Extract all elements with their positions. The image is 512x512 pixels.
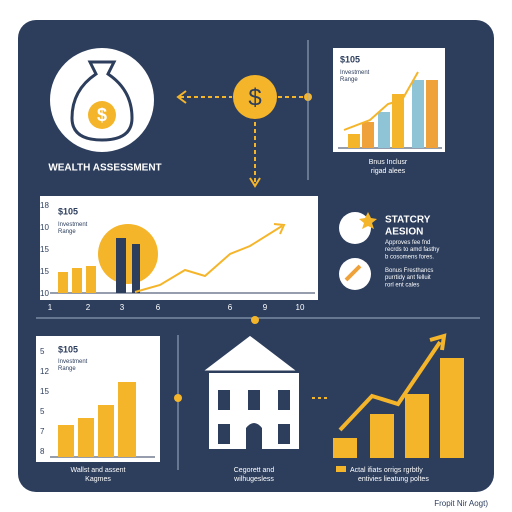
caption: Actal ifiats orrigs rgrbtly xyxy=(350,467,423,474)
legend-swatch xyxy=(336,466,346,472)
bar xyxy=(98,405,114,457)
g: 18 10 15 15 10 xyxy=(40,201,49,298)
text-line: Range xyxy=(340,77,358,83)
dollar-sign: $ xyxy=(248,84,261,111)
y-label: 7 xyxy=(40,427,45,436)
bar xyxy=(58,425,74,457)
strategy-text: Bonus Fresthancs purrtidy ant felluit rorl… xyxy=(385,268,433,288)
trend-line xyxy=(343,71,419,131)
text-line: Approves fee fnd xyxy=(385,240,430,246)
caption: Cegorett and xyxy=(234,467,275,474)
bar xyxy=(118,382,136,457)
window xyxy=(218,390,230,410)
x-label: 10 xyxy=(296,303,305,312)
y-label: 15 xyxy=(40,387,49,396)
y-label: 5 xyxy=(40,407,45,416)
trend-line xyxy=(338,340,442,432)
pen xyxy=(344,264,362,282)
text-line: Range xyxy=(58,366,76,372)
sun xyxy=(98,224,158,284)
arrow-head xyxy=(249,177,261,188)
bar xyxy=(412,80,424,148)
strategy-title: AESION xyxy=(385,227,423,238)
bar xyxy=(378,112,390,148)
caption: wilhugesless xyxy=(233,476,274,483)
arrow-head xyxy=(429,333,447,351)
x-label: 1 xyxy=(48,303,53,312)
amount: $105 xyxy=(58,206,78,216)
trend-line xyxy=(134,225,283,293)
bar xyxy=(116,238,126,293)
text-line: Investment xyxy=(58,359,88,365)
bar xyxy=(405,394,429,458)
subtitle: Investment Range xyxy=(58,222,88,235)
text-line: Investment xyxy=(58,222,88,228)
y-label: 15 xyxy=(40,267,49,276)
y-label: 18 xyxy=(40,201,49,210)
dot xyxy=(174,394,182,402)
strategy-text: Approves fee fnd recrds to amd fasthy b co… xyxy=(385,240,439,260)
y-label: 10 xyxy=(40,289,49,298)
dollar-sign: $ xyxy=(97,105,107,125)
caption: Bnus Inclusr xyxy=(369,159,408,166)
coin xyxy=(233,75,277,119)
star xyxy=(359,212,377,229)
bar xyxy=(370,414,394,458)
caption: Kagmes xyxy=(85,476,111,483)
y-label: 10 xyxy=(40,223,49,232)
y-label: 8 xyxy=(40,447,45,456)
bag-coin xyxy=(88,101,116,129)
subtitle: Investment Range xyxy=(58,359,88,372)
x-label: 2 xyxy=(86,303,91,312)
door xyxy=(246,423,262,450)
window xyxy=(218,424,230,444)
strategy-title: STATCRY xyxy=(385,215,431,226)
bar xyxy=(86,266,96,293)
amount: $105 xyxy=(340,54,360,64)
text-line: Range xyxy=(58,229,76,235)
caption: rigad alees xyxy=(371,168,406,175)
g: 5 12 15 5 7 8 xyxy=(40,347,49,456)
bar xyxy=(362,122,374,148)
caption: entivies lieatung poltes xyxy=(358,476,429,483)
text-line: purrtidy ant felluit xyxy=(385,275,431,281)
arrow-head xyxy=(273,223,286,235)
bar xyxy=(392,94,404,148)
caption: Wallst and assent xyxy=(71,467,126,474)
bar xyxy=(72,268,82,293)
y-label: 12 xyxy=(40,367,49,376)
window xyxy=(248,390,260,410)
window xyxy=(278,390,290,410)
subtitle: Investment Range xyxy=(340,70,370,83)
dot xyxy=(251,316,259,324)
window xyxy=(278,424,290,444)
footer-credit: Fropit Nir Aogt) xyxy=(434,499,488,508)
bar xyxy=(132,244,140,293)
wealth-title: WEALTH ASSESSMENT xyxy=(48,163,161,174)
bar xyxy=(58,272,68,293)
text-line: recrds to amd fasthy xyxy=(385,247,439,253)
text-line: rorl ent cales xyxy=(385,282,419,288)
x-label: 6 xyxy=(228,303,233,312)
y-label: 15 xyxy=(40,245,49,254)
bar xyxy=(440,358,464,458)
bar xyxy=(348,134,360,148)
arrow-head xyxy=(176,90,187,104)
text-line: Investment xyxy=(340,70,370,76)
g: 1 2 3 6 6 9 10 xyxy=(48,303,305,312)
x-label: 6 xyxy=(156,303,161,312)
y-label: 5 xyxy=(40,347,45,356)
icon xyxy=(339,258,371,290)
x-label: 3 xyxy=(120,303,125,312)
bar xyxy=(426,80,438,148)
x-label: 9 xyxy=(263,303,268,312)
bar xyxy=(78,418,94,457)
text-line: b cosomens fores. xyxy=(385,254,434,260)
bar xyxy=(333,438,357,458)
text-line: Bonus Fresthancs xyxy=(385,268,433,274)
amount: $105 xyxy=(58,344,78,354)
